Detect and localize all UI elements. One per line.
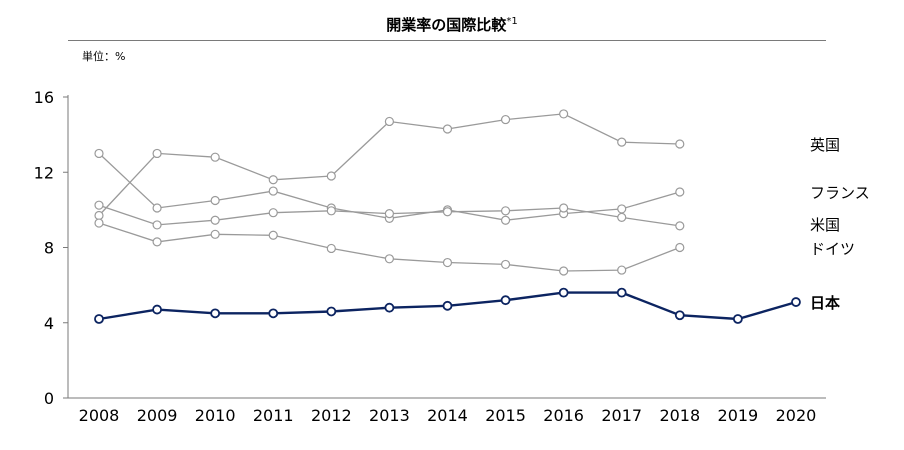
chart-title-text: 開業率の国際比較 <box>386 16 507 34</box>
data-point-0 <box>210 152 220 162</box>
data-point-4 <box>268 308 279 319</box>
data-point-2 <box>152 203 162 213</box>
data-point-1 <box>559 266 569 276</box>
data-point-1 <box>268 230 278 240</box>
y-tick-label: 4 <box>44 314 54 333</box>
x-tick-label: 2011 <box>253 406 294 425</box>
data-point-4 <box>384 302 395 313</box>
series-label: 英国 <box>810 136 840 154</box>
data-point-4 <box>152 304 162 315</box>
data-point-0 <box>559 109 569 119</box>
data-point-4 <box>616 287 627 298</box>
data-point-2 <box>268 186 278 196</box>
data-point-3 <box>210 215 220 225</box>
x-tick-label: 2008 <box>79 406 120 425</box>
chart-title: 開業率の国際比較*1 <box>0 14 904 35</box>
data-point-3 <box>268 208 278 218</box>
data-point-0 <box>326 171 336 181</box>
data-point-1 <box>384 254 394 264</box>
x-tick-label: 2009 <box>137 406 178 425</box>
x-tick-label: 2020 <box>776 406 817 425</box>
title-divider <box>68 40 826 41</box>
data-point-1 <box>326 243 336 254</box>
data-point-0 <box>675 139 685 149</box>
data-point-4 <box>791 297 801 307</box>
data-point-4 <box>326 306 337 317</box>
data-point-3 <box>326 206 336 216</box>
data-point-0 <box>268 175 278 185</box>
data-point-1 <box>500 259 511 270</box>
x-tick-label: 2019 <box>718 406 759 425</box>
data-point-0 <box>617 137 627 147</box>
data-point-3 <box>617 212 627 222</box>
unit-label: 単位：% <box>82 50 126 63</box>
data-point-3 <box>152 220 162 230</box>
data-point-4 <box>210 308 221 319</box>
data-point-4 <box>500 295 511 306</box>
data-point-4 <box>732 314 743 324</box>
series-label: 米国 <box>810 216 840 234</box>
y-tick-label: 8 <box>44 239 54 258</box>
x-tick-label: 2015 <box>485 406 526 425</box>
data-point-1 <box>210 229 220 239</box>
series-label: ドイツ <box>810 240 855 258</box>
data-point-3 <box>500 206 511 216</box>
data-point-4 <box>558 287 569 298</box>
x-tick-label: 2017 <box>601 406 642 425</box>
y-tick-label: 12 <box>34 163 54 182</box>
data-point-3 <box>384 209 394 219</box>
data-point-3 <box>94 200 104 210</box>
data-point-1 <box>94 218 104 228</box>
data-point-3 <box>559 203 569 213</box>
data-point-2 <box>94 148 104 159</box>
data-point-0 <box>94 210 104 221</box>
data-point-4 <box>94 314 104 324</box>
x-tick-label: 2018 <box>659 406 700 425</box>
title-footnote: *1 <box>506 16 518 27</box>
y-tick-label: 0 <box>44 389 54 408</box>
data-point-2 <box>617 204 627 214</box>
data-point-3 <box>442 207 453 217</box>
x-tick-label: 2013 <box>369 406 410 425</box>
series-line-0 <box>98 113 680 216</box>
data-point-1 <box>152 237 162 247</box>
data-point-2 <box>675 187 685 197</box>
series-line-1 <box>98 222 681 272</box>
data-point-4 <box>674 310 685 321</box>
series-label: 日本 <box>810 294 840 312</box>
data-point-4 <box>442 300 453 311</box>
data-point-2 <box>210 195 220 206</box>
x-tick-label: 2010 <box>195 406 236 425</box>
data-point-2 <box>500 215 511 225</box>
data-point-3 <box>675 221 685 231</box>
x-tick-label: 2014 <box>427 406 468 425</box>
data-point-0 <box>384 116 394 127</box>
data-point-1 <box>675 242 685 253</box>
data-point-0 <box>152 148 162 159</box>
x-tick-label: 2016 <box>543 406 584 425</box>
y-tick-label: 16 <box>34 88 54 107</box>
data-point-1 <box>617 265 627 275</box>
series-label: フランス <box>810 184 870 202</box>
data-point-1 <box>442 257 453 268</box>
data-point-0 <box>442 124 453 134</box>
x-tick-label: 2012 <box>311 406 352 425</box>
data-point-0 <box>500 114 511 125</box>
